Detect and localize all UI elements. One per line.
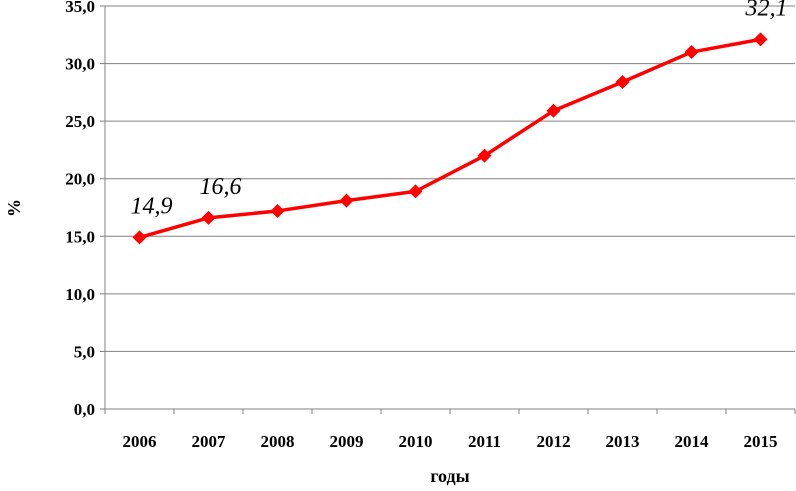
x-tick-label: 2007 <box>192 432 227 451</box>
axes <box>100 5 796 414</box>
data-label: 32,1 <box>745 0 788 21</box>
data-points <box>132 32 768 245</box>
y-tick-label: 10,0 <box>65 285 95 304</box>
data-point-marker <box>546 103 561 118</box>
data-labels: 14,9 16,6 32,1 <box>131 0 788 219</box>
x-tick-label: 2008 <box>261 432 295 451</box>
y-tick-label: 5,0 <box>74 342 95 361</box>
x-tick-label: 2014 <box>675 432 710 451</box>
data-point-marker <box>270 203 285 218</box>
data-point-marker <box>339 193 354 208</box>
x-tick-label: 2006 <box>123 432 157 451</box>
x-tick-label: 2011 <box>468 432 501 451</box>
data-point-marker <box>201 210 216 225</box>
data-point-marker <box>477 148 492 163</box>
y-tick-label: 0,0 <box>74 400 95 419</box>
y-tick-label: 30,0 <box>65 55 95 74</box>
x-tick-label: 2009 <box>330 432 364 451</box>
x-tick-label: 2010 <box>399 432 433 451</box>
y-tick-label: 35,0 <box>65 0 95 16</box>
x-tick-label: 2015 <box>744 432 778 451</box>
x-axis-title: годы <box>430 466 469 486</box>
y-tick-label: 20,0 <box>65 170 95 189</box>
data-point-marker <box>615 74 630 89</box>
y-tick-labels: 0,0 5,0 10,0 15,0 20,0 25,0 30,0 35,0 <box>65 0 95 419</box>
grid-lines <box>105 5 795 352</box>
data-point-marker <box>132 230 147 245</box>
data-label: 14,9 <box>131 193 173 219</box>
x-tick-labels: 2006 2007 2008 2009 2010 2011 2012 2013 2014 2015 <box>123 432 778 451</box>
data-point-marker <box>753 32 768 47</box>
y-tick-label: 15,0 <box>65 227 95 246</box>
series-line <box>139 37 761 240</box>
y-axis-title: % <box>4 199 24 217</box>
data-label: 16,6 <box>200 174 242 200</box>
data-point-marker <box>684 45 699 60</box>
x-tick-label: 2012 <box>537 432 571 451</box>
x-tick-label: 2013 <box>606 432 640 451</box>
data-point-marker <box>408 184 423 199</box>
y-tick-label: 25,0 <box>65 112 95 131</box>
series-lines <box>139 37 761 240</box>
